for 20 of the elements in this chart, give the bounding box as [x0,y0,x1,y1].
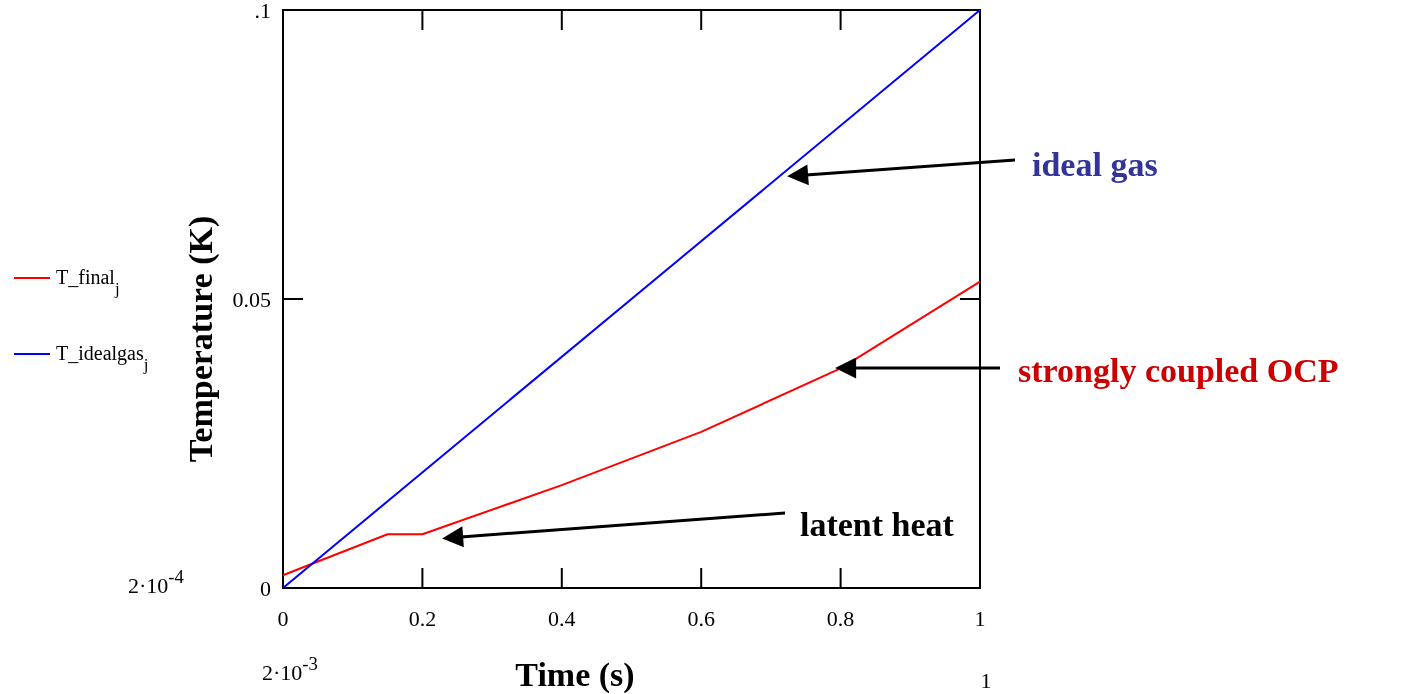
legend-label: T_idealgas$_{j}$ [56,342,149,374]
line-series [282,280,981,577]
text: 1 [980,668,992,693]
x-tick-label: 0.8 [826,606,855,631]
x-tick-label: 0.6 [687,606,715,631]
y-tick-label: .1 [254,0,271,23]
text: strongly coupled OCP [1018,352,1339,389]
text: 2·10$^{-3}$ [262,652,318,685]
x-tick-label: 0.4 [548,606,576,631]
text: 2·10$^{-4}$ [128,565,185,598]
y-tick-label: 0.05 [232,287,271,312]
text: ideal gas [1032,146,1158,183]
x-tick-label: 0.2 [408,606,437,631]
y-axis-title: Temperature (K) [182,215,220,463]
x-tick-label: 0 [277,606,289,631]
y-tick-label: 0 [260,576,271,601]
annotation: latent heat [800,506,955,543]
x-axis-title: Time (s) [515,656,635,694]
legend-label: T_final$_{j}$ [56,266,120,298]
x-tick-label: 1 [974,606,986,631]
